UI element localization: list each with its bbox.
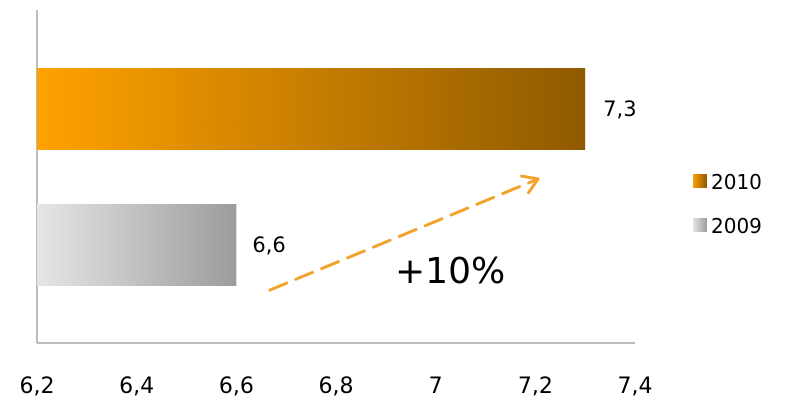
x-tick-label: 6,4 [119, 374, 154, 399]
growth-annotation: +10% [268, 174, 540, 292]
bar-2009 [37, 204, 237, 286]
legend-label-2009: 2009 [711, 214, 762, 238]
growth-arrow [268, 174, 540, 292]
legend: 2010 2009 [693, 170, 762, 238]
legend-swatch-2009 [693, 218, 707, 232]
legend-swatch-2010 [693, 174, 707, 188]
x-ticks: 6,2 6,4 6,6 6,8 7 7,2 7,4 [20, 374, 653, 399]
x-tick-label: 6,6 [219, 374, 254, 399]
x-tick-label: 7,2 [518, 374, 553, 399]
data-labels: 7,3 6,6 [252, 97, 636, 257]
x-tick-label: 6,2 [20, 374, 55, 399]
x-tick-label: 7,4 [618, 374, 653, 399]
bar-2010 [37, 68, 586, 150]
axes [36, 10, 635, 344]
data-label-2010: 7,3 [603, 97, 636, 121]
x-tick-label: 6,8 [319, 374, 354, 399]
x-tick-label: 7 [429, 374, 443, 399]
growth-label: +10% [395, 251, 505, 292]
bars [37, 68, 586, 286]
data-label-2009: 6,6 [252, 233, 285, 257]
legend-label-2010: 2010 [711, 170, 762, 194]
